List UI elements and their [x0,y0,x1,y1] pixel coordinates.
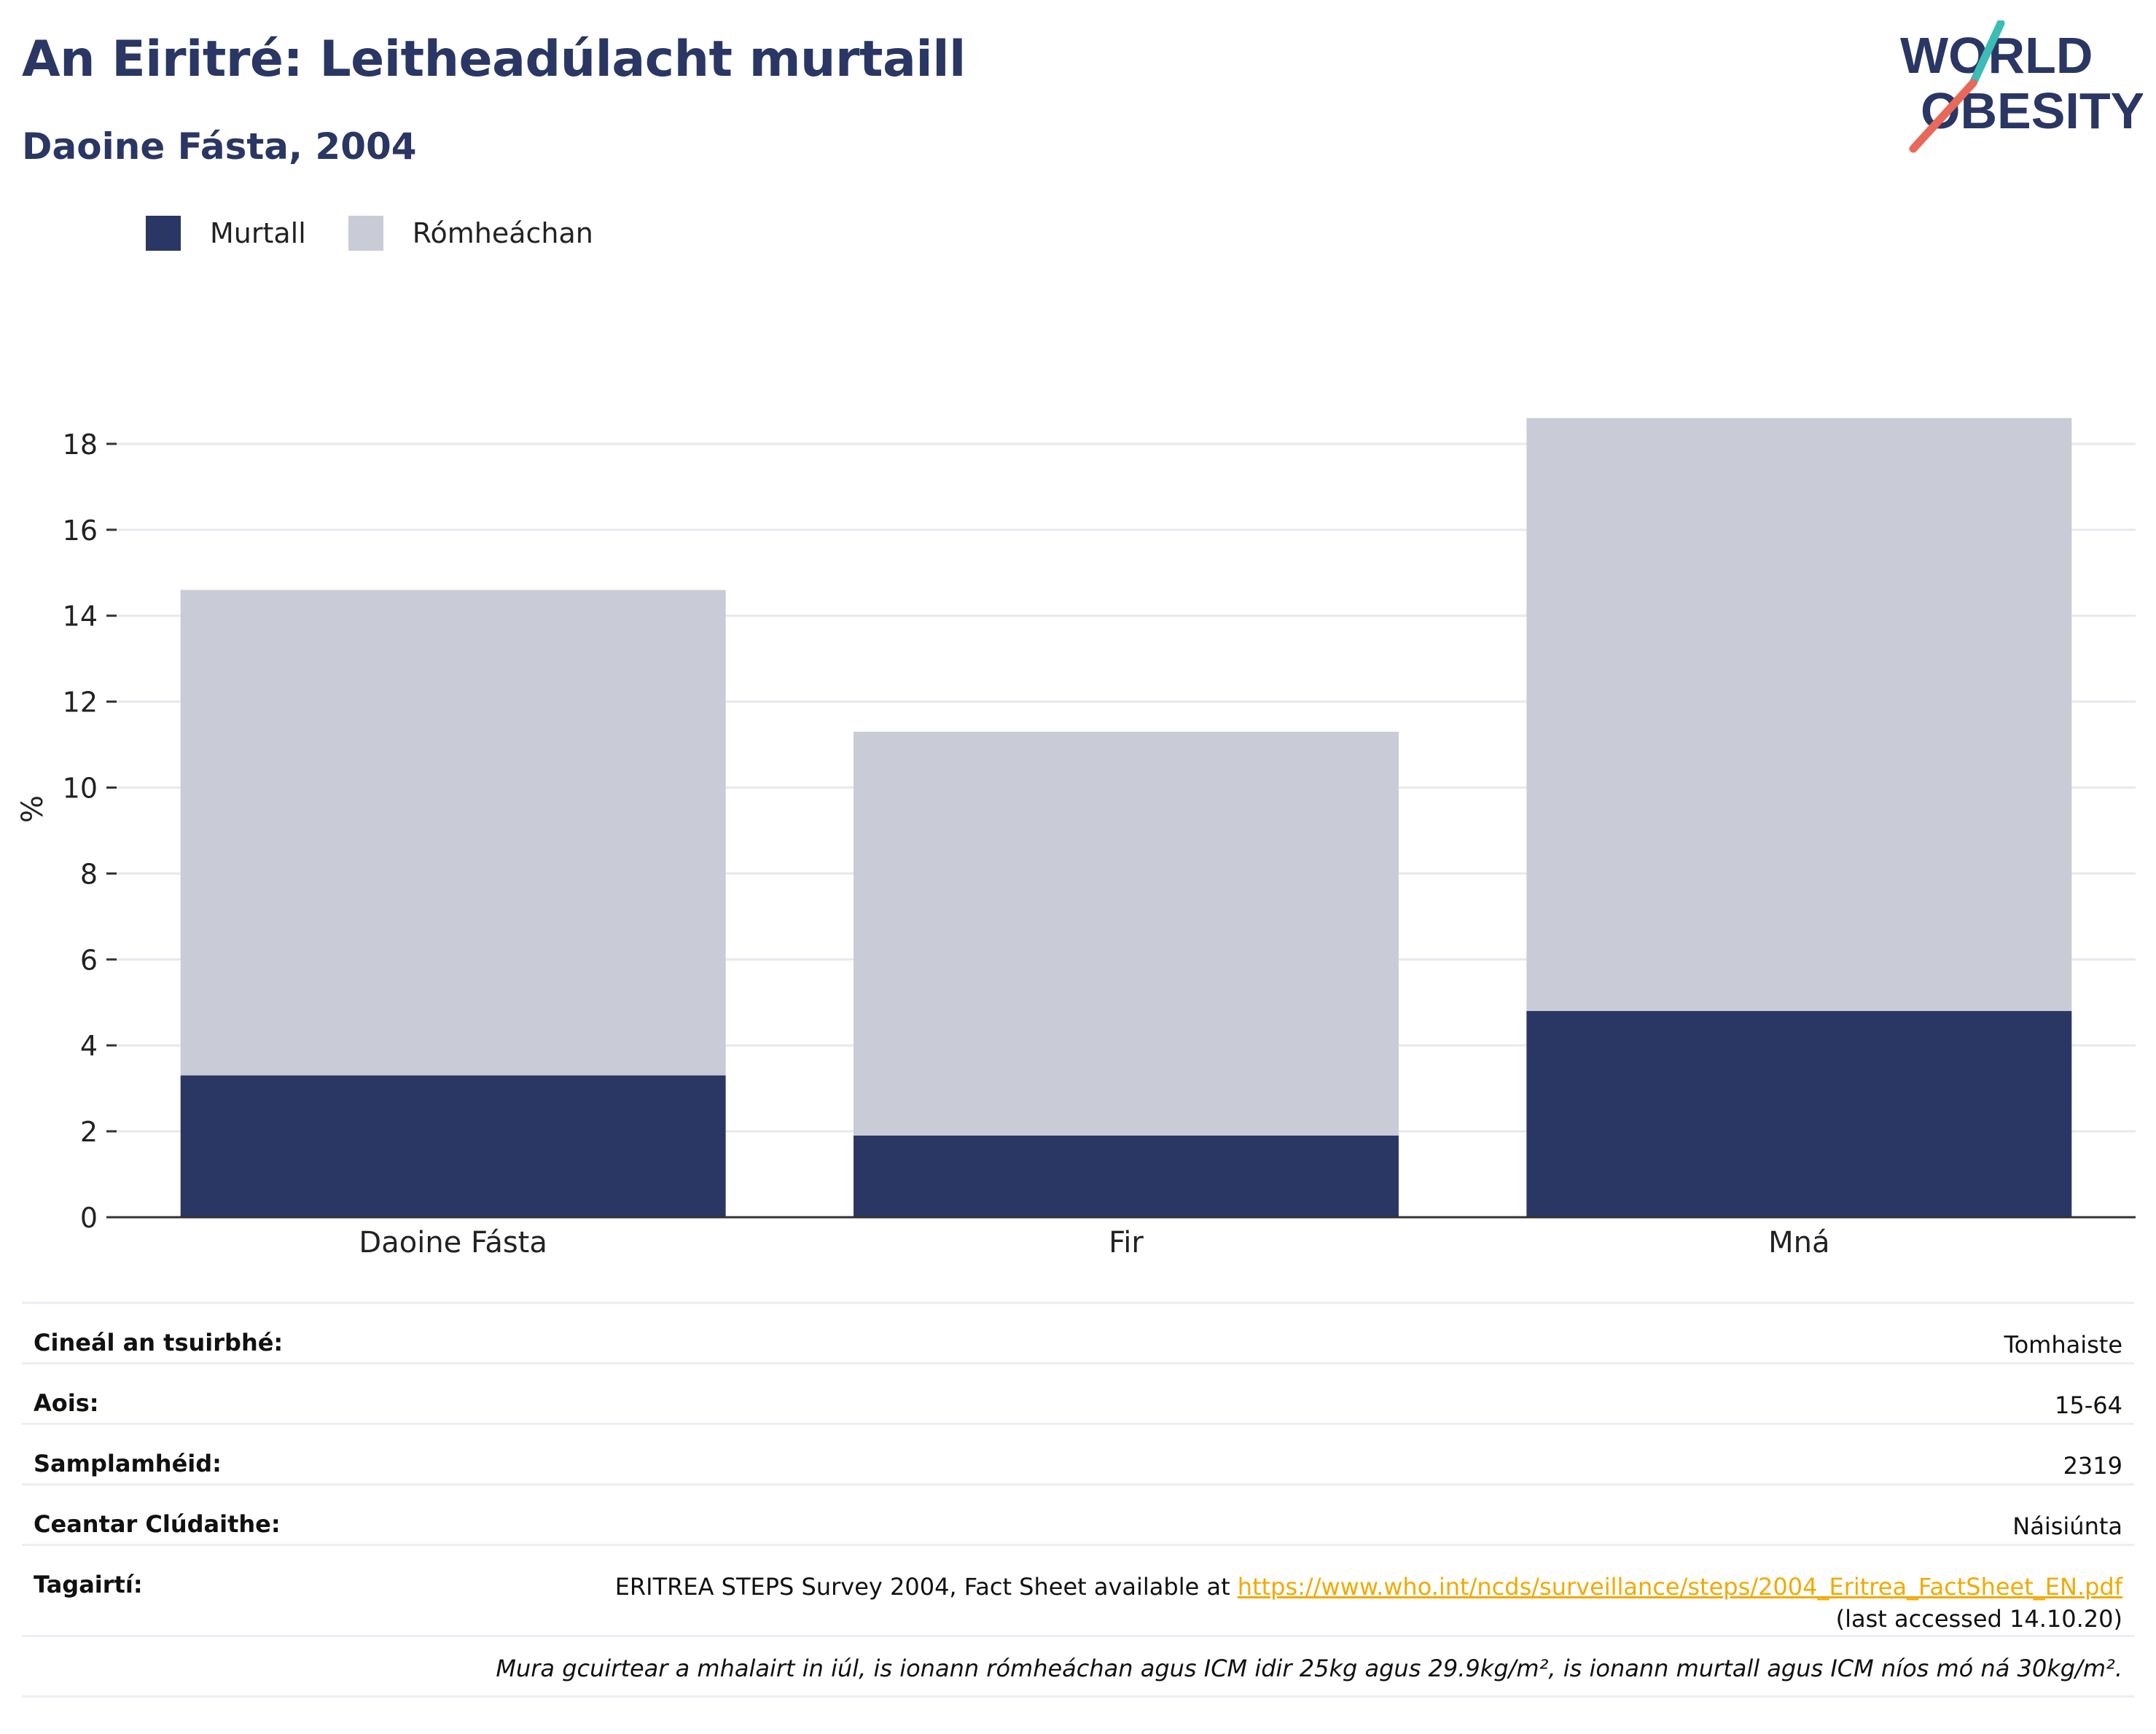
info-value: 2319 [2063,1452,2122,1480]
info-key: Samplamhéid: [34,1450,222,1477]
info-key: Ceantar Clúdaithe: [34,1510,281,1538]
x-tick-labels: Daoine Fásta Fir Mná [359,1226,1829,1260]
x-tick-label: Fir [1109,1226,1144,1260]
info-key: Tagairtí: [34,1571,143,1598]
info-row-references: Tagairtí: ERITREA STEPS Survey 2004, Fac… [22,1544,2134,1635]
info-row-sample-size: Samplamhéid: 2319 [22,1423,2134,1483]
y-tick-labels: 0 2 4 6 8 10 12 14 16 18 [63,429,117,1234]
reference-text: ERITREA STEPS Survey 2004, Fact Sheet av… [614,1573,1238,1601]
legend-label-romheachan: Rómheáchan [412,217,593,249]
world-obesity-logo: WORLD OBESITY [1900,20,2143,153]
x-tick-label: Daoine Fásta [359,1226,547,1260]
bar-murtall[interactable] [1526,1011,2072,1217]
legend-swatch-murtall [146,216,181,251]
bars [180,418,2072,1217]
y-tick-label: 10 [63,773,98,805]
info-row-age: Aois: 15-64 [22,1362,2134,1423]
y-tick-label: 2 [80,1116,98,1148]
info-key: Cineál an tsuirbhé: [34,1329,284,1356]
bar-romheachan[interactable] [854,731,1399,1136]
logo-slash-top [1969,20,2005,87]
y-axis-label: % [16,795,50,823]
legend-item-murtall[interactable]: Murtall [146,216,306,251]
definition-note: Mura gcuirtear a mhalairt in iúl, is ion… [22,1635,2134,1698]
y-tick-label: 8 [80,858,98,890]
logo-slash-bottom [1909,79,1977,153]
reference-accessed: (last accessed 14.10.20) [1835,1605,2122,1633]
legend-swatch-romheachan [348,216,383,251]
legend-item-romheachan[interactable]: Rómheáchan [348,216,593,251]
bar-romheachan[interactable] [1526,418,2072,1012]
bar-romheachan[interactable] [180,590,726,1076]
chart-subtitle: Daoine Fásta, 2004 [22,125,417,168]
logo-text-obesity: OBESITY [1921,82,2143,139]
y-tick-label: 0 [80,1202,98,1234]
info-key: Aois: [34,1389,99,1417]
chart-legend: Murtall Rómheáchan [146,216,636,251]
info-value: 15-64 [2055,1391,2122,1419]
x-tick-label: Mná [1768,1226,1829,1260]
bar-murtall[interactable] [180,1075,726,1217]
y-tick-label: 18 [63,429,98,461]
info-row-survey-type: Cineál an tsuirbhé: Tomhaiste [22,1302,2134,1362]
y-tick-label: 6 [80,944,98,976]
bar-murtall[interactable] [854,1136,1399,1217]
y-tick-label: 4 [80,1030,98,1062]
legend-label-murtall: Murtall [210,217,306,249]
info-row-coverage: Ceantar Clúdaithe: Náisiúnta [22,1483,2134,1544]
info-value: Tomhaiste [2004,1331,2122,1359]
survey-info-table: Cineál an tsuirbhé: Tomhaiste Aois: 15-6… [22,1302,2134,1698]
y-tick-label: 12 [63,687,98,719]
stacked-bar-chart: 0 2 4 6 8 10 12 14 16 18 Daoine Fásta Fir Mná % [16,418,2136,1260]
info-value: Náisiúnta [2012,1512,2122,1540]
reference-link[interactable]: https://www.who.int/ncds/surveillance/st… [1237,1573,2122,1601]
y-tick-label: 16 [63,515,98,547]
chart-title: An Eiritré: Leitheadúlacht murtaill [22,31,966,88]
y-tick-label: 14 [63,601,98,633]
reference-value: ERITREA STEPS Survey 2004, Fact Sheet av… [615,1571,2122,1635]
